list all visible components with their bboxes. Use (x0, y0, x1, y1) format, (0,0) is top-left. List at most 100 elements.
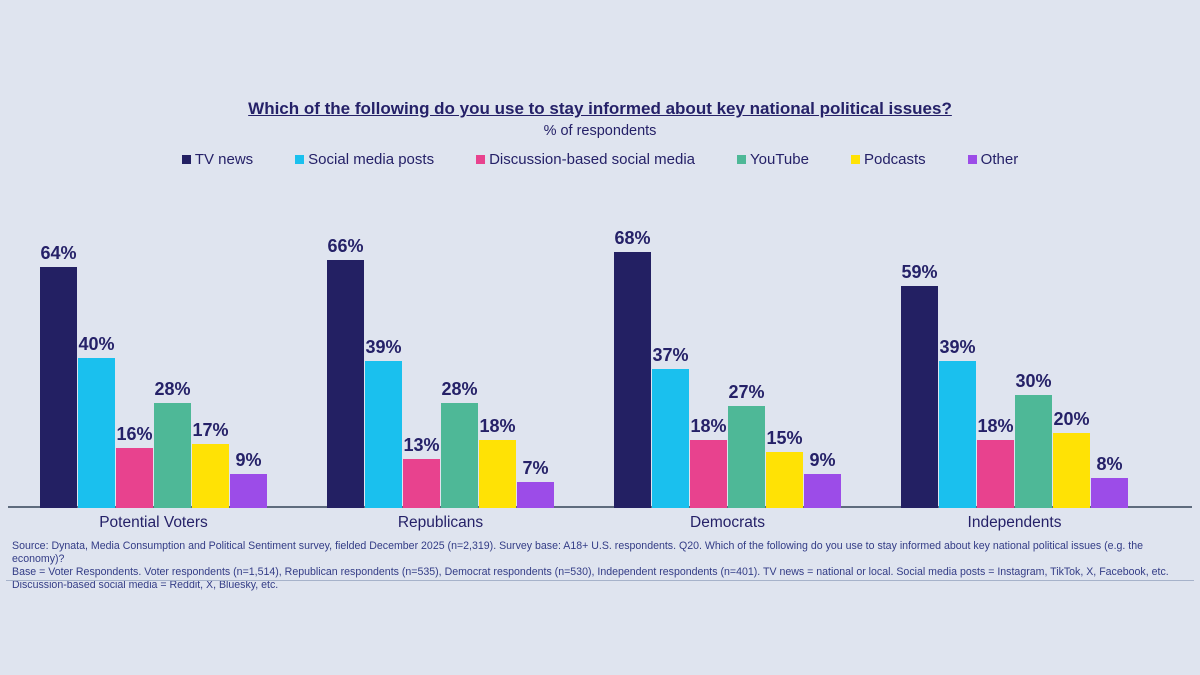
legend-item-youtube: YouTube (737, 151, 809, 168)
bar-rect (116, 448, 153, 508)
legend-label: TV news (194, 151, 254, 168)
legend-label: YouTube (750, 151, 809, 168)
bar-rect (327, 260, 364, 508)
bar-group-republicans: 66% 39% 13% 28% 18% 7% (327, 236, 554, 508)
legend-swatch-youtube (737, 155, 747, 164)
bar-value-label: 8% (1096, 454, 1123, 474)
legend-label: Podcasts (863, 151, 926, 168)
legend-swatch-other (967, 155, 977, 164)
bar-value-label: 39% (365, 337, 402, 357)
bar-rect (517, 482, 554, 508)
bar-other-potential-voters: 9% (230, 450, 267, 508)
bar-podcasts-republicans: 18% (479, 416, 516, 508)
bar-rect (614, 252, 651, 508)
bar-rect (441, 403, 478, 508)
legend-label: Other (980, 151, 1019, 168)
bar-rect (78, 358, 115, 508)
bar-youtube-potential-voters: 28% (154, 379, 191, 508)
x-axis-line (8, 506, 1192, 508)
bar-youtube-independents: 30% (1015, 371, 1052, 508)
bar-youtube-republicans: 28% (441, 379, 478, 508)
bar-podcasts-independents: 20% (1053, 409, 1090, 508)
bar-podcasts-potential-voters: 17% (192, 420, 229, 508)
bar-rect (690, 440, 727, 508)
bar-value-label: 28% (441, 379, 478, 399)
bar-value-label: 18% (690, 416, 727, 436)
legend-swatch-discussion-based-social-media (476, 155, 486, 164)
bar-rect (192, 444, 229, 508)
bar-value-label: 64% (40, 243, 77, 263)
bar-value-label: 17% (192, 420, 229, 440)
bar-tv-news-democrats: 68% (614, 228, 651, 508)
bar-value-label: 9% (235, 450, 262, 470)
category-label-potential-voters: Potential Voters (99, 514, 208, 531)
bar-group-independents: 59% 39% 18% 30% 20% 8% (901, 262, 1128, 508)
bar-social-media-posts-democrats: 37% (652, 345, 689, 508)
source-line-3: Discussion-based social media = Reddit, … (12, 579, 279, 591)
legend-item-discussion-based-social-media: Discussion-based social media (476, 151, 695, 168)
bar-value-label: 40% (78, 334, 115, 354)
bar-discussion-based-social-media-republicans: 13% (403, 435, 440, 508)
legend-label: Discussion-based social media (489, 151, 696, 168)
legend-item-social-media-posts: Social media posts (295, 151, 434, 168)
legend-label: Social media posts (308, 151, 435, 168)
chart-subtitle: % of respondents (543, 123, 657, 139)
bar-rect (1091, 478, 1128, 508)
bar-other-democrats: 9% (804, 450, 841, 508)
bar-rect (652, 369, 689, 508)
chart-title: Which of the following do you use to sta… (248, 99, 952, 118)
bar-rect (479, 440, 516, 508)
legend-item-podcasts: Podcasts (850, 151, 926, 168)
bar-other-republicans: 7% (517, 458, 554, 508)
bar-value-label: 13% (403, 435, 440, 455)
bar-value-label: 59% (901, 262, 938, 282)
bar-discussion-based-social-media-potential-voters: 16% (116, 424, 153, 508)
bar-rect (804, 474, 841, 508)
bar-rect (1053, 433, 1090, 508)
bar-value-label: 20% (1053, 409, 1090, 429)
bar-group-potential-voters: 64% 40% 16% 28% 17% 9% (40, 243, 267, 508)
source-line-1: Source: Dynata, Media Consumption and Po… (12, 540, 1144, 565)
source-note: Source: Dynata, Media Consumption and Po… (12, 540, 1192, 592)
bar-social-media-posts-potential-voters: 40% (78, 334, 115, 508)
bar-value-label: 27% (728, 382, 765, 402)
bar-rect (977, 440, 1014, 508)
bar-value-label: 16% (116, 424, 153, 444)
bar-rect (1015, 395, 1052, 508)
bar-group-democrats: 68% 37% 18% 27% 15% 9% (614, 228, 841, 508)
bar-value-label: 15% (766, 428, 803, 448)
legend-swatch-tv-news (181, 155, 191, 164)
bar-social-media-posts-republicans: 39% (365, 337, 402, 508)
bar-rect (901, 286, 938, 508)
bar-value-label: 68% (614, 228, 651, 248)
bar-value-label: 18% (479, 416, 516, 436)
bar-rect (230, 474, 267, 508)
legend-swatch-social-media-posts (295, 155, 305, 164)
bar-value-label: 39% (939, 337, 976, 357)
bar-tv-news-independents: 59% (901, 262, 938, 508)
bar-value-label: 37% (652, 345, 689, 365)
legend-item-tv-news: TV news (181, 151, 254, 168)
bar-discussion-based-social-media-independents: 18% (977, 416, 1014, 508)
bar-value-label: 66% (327, 236, 364, 256)
bar-other-independents: 8% (1091, 454, 1128, 508)
bottom-separator (6, 580, 1194, 581)
bar-rect (40, 267, 77, 508)
bar-rect (766, 452, 803, 508)
source-line-2: Base = Voter Respondents. Voter responde… (12, 566, 1169, 578)
bar-rect (728, 406, 765, 508)
bar-value-label: 9% (809, 450, 836, 470)
bar-youtube-democrats: 27% (728, 382, 765, 508)
category-label-republicans: Republicans (397, 514, 484, 531)
bar-podcasts-democrats: 15% (766, 428, 803, 508)
bar-discussion-based-social-media-democrats: 18% (690, 416, 727, 508)
legend-swatch-podcasts (850, 155, 860, 164)
chart-legend: TV news Social media posts Discussion-base… (0, 151, 1200, 168)
bar-value-label: 28% (154, 379, 191, 399)
category-label-independents: Independents (967, 514, 1062, 531)
bar-rect (403, 459, 440, 508)
bar-tv-news-potential-voters: 64% (40, 243, 77, 508)
bar-value-label: 18% (977, 416, 1014, 436)
legend-item-other: Other (967, 151, 1019, 168)
